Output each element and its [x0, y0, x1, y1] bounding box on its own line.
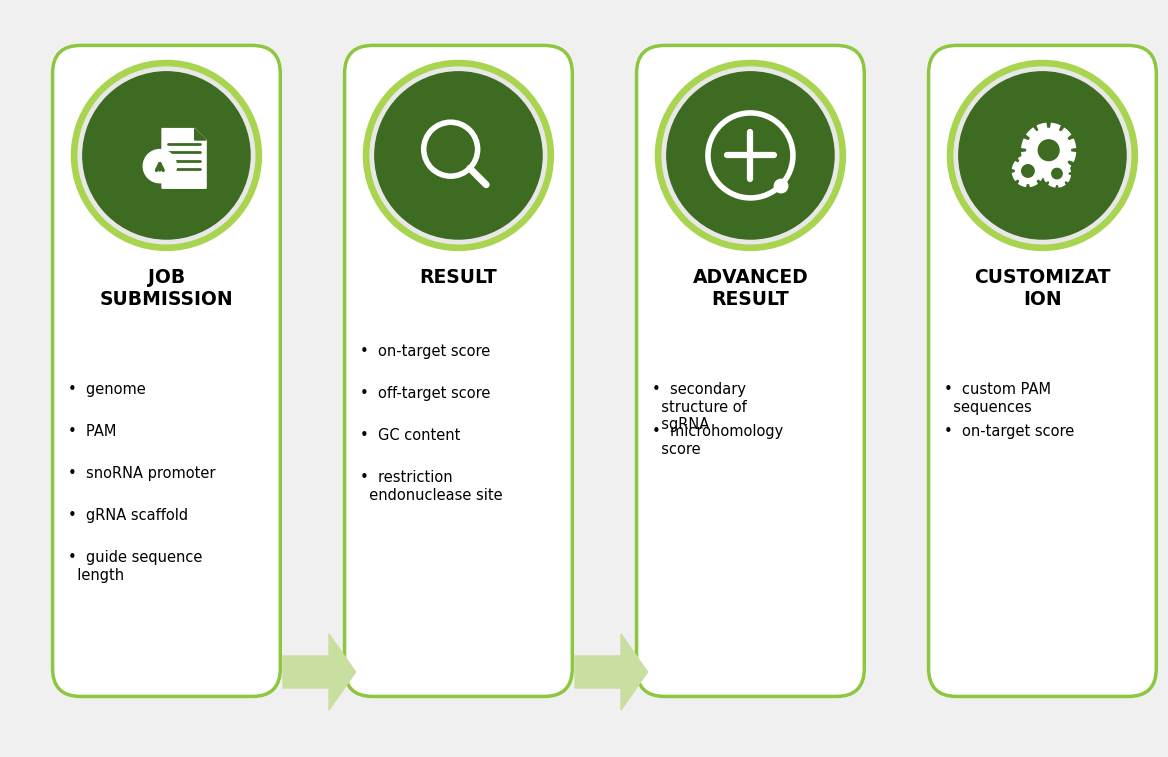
FancyBboxPatch shape	[929, 45, 1156, 696]
Circle shape	[655, 61, 846, 251]
Text: •  on-target score: • on-target score	[944, 425, 1073, 439]
Circle shape	[375, 72, 542, 239]
Text: •  restriction
  endonuclease site: • restriction endonuclease site	[360, 470, 502, 503]
Text: •  custom PAM
  sequences: • custom PAM sequences	[944, 382, 1050, 415]
Polygon shape	[283, 634, 355, 710]
FancyBboxPatch shape	[345, 45, 572, 696]
Text: ADVANCED
RESULT: ADVANCED RESULT	[693, 269, 808, 310]
Polygon shape	[1038, 140, 1059, 160]
Circle shape	[71, 61, 262, 251]
Text: •  genome: • genome	[68, 382, 145, 397]
Text: CUSTOMIZAT
ION: CUSTOMIZAT ION	[974, 269, 1111, 310]
Circle shape	[78, 67, 255, 244]
Text: •  PAM: • PAM	[68, 425, 116, 439]
Polygon shape	[162, 129, 206, 188]
Polygon shape	[195, 129, 206, 140]
Polygon shape	[1022, 165, 1034, 177]
Polygon shape	[1013, 156, 1043, 186]
Text: •  guide sequence
  length: • guide sequence length	[68, 550, 202, 583]
Text: •  on-target score: • on-target score	[360, 344, 489, 360]
Circle shape	[144, 150, 176, 182]
Circle shape	[363, 61, 554, 251]
Text: •  secondary
  structure of
  sgRNA: • secondary structure of sgRNA	[652, 382, 746, 432]
Circle shape	[662, 67, 839, 244]
Polygon shape	[1051, 168, 1062, 179]
Polygon shape	[1022, 123, 1076, 177]
FancyBboxPatch shape	[637, 45, 864, 696]
Text: •  gRNA scaffold: • gRNA scaffold	[68, 509, 188, 523]
Polygon shape	[575, 634, 647, 710]
Circle shape	[667, 72, 834, 239]
Circle shape	[774, 179, 787, 193]
Circle shape	[954, 67, 1131, 244]
Circle shape	[947, 61, 1138, 251]
Text: •  snoRNA promoter: • snoRNA promoter	[68, 466, 215, 481]
Text: •  microhomology
  score: • microhomology score	[652, 425, 783, 456]
Text: •  GC content: • GC content	[360, 428, 460, 444]
Text: •  off-target score: • off-target score	[360, 386, 489, 401]
Text: JOB
SUBMISSION: JOB SUBMISSION	[99, 269, 234, 310]
Circle shape	[83, 72, 250, 239]
Polygon shape	[1044, 160, 1070, 187]
Circle shape	[370, 67, 547, 244]
FancyBboxPatch shape	[53, 45, 280, 696]
Circle shape	[959, 72, 1126, 239]
Text: RESULT: RESULT	[419, 269, 498, 288]
